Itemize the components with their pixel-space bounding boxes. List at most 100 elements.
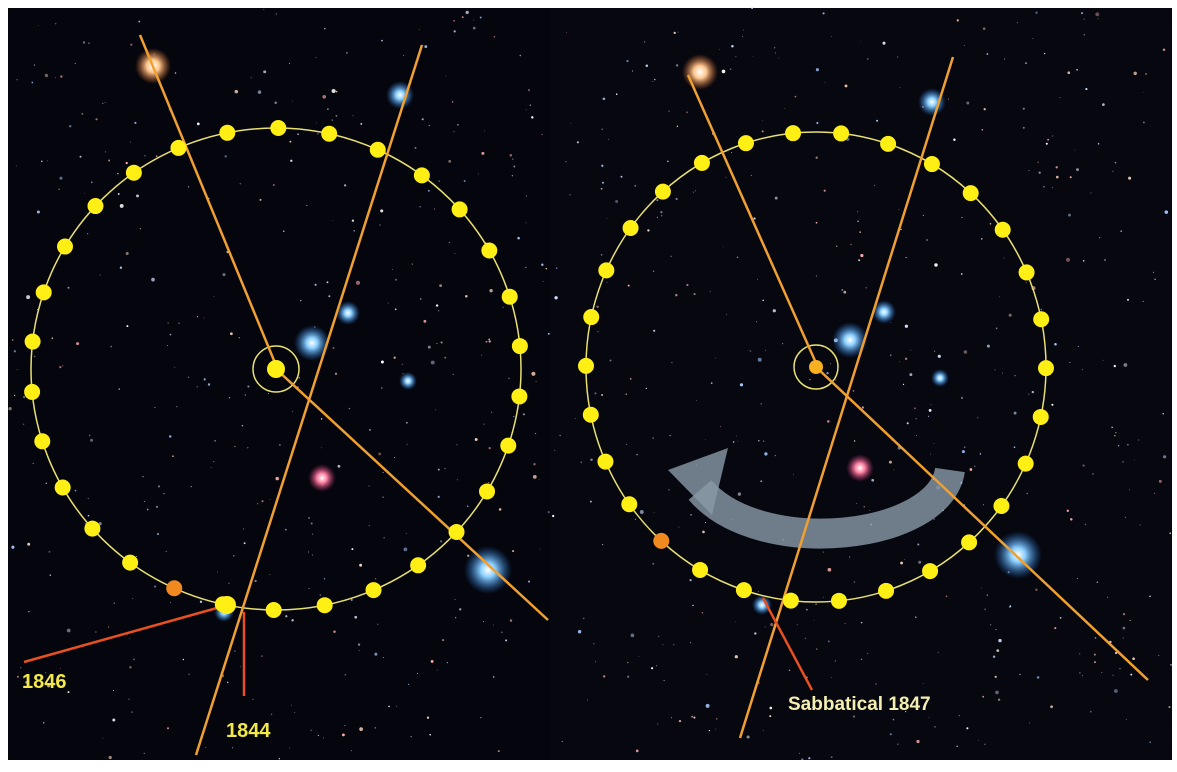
star: [946, 595, 948, 597]
star: [475, 438, 478, 441]
star: [602, 129, 603, 130]
star: [403, 55, 404, 56]
star: [1127, 444, 1128, 445]
star: [156, 506, 158, 508]
star: [457, 124, 459, 126]
star: [26, 295, 30, 299]
star: [899, 87, 900, 88]
star: [628, 285, 630, 287]
orbit-dot: [57, 239, 73, 255]
star: [130, 142, 131, 143]
star: [1082, 369, 1083, 370]
star: [214, 440, 216, 442]
star: [706, 704, 710, 708]
star: [831, 677, 832, 678]
star: [654, 79, 656, 81]
star: [1163, 49, 1166, 52]
star: [583, 618, 585, 620]
orbit-dot: [366, 582, 382, 598]
star: [359, 727, 363, 731]
star: [262, 500, 264, 502]
star: [905, 358, 907, 360]
star: [916, 740, 919, 743]
orbit-dot: [87, 198, 103, 214]
star: [481, 355, 482, 356]
orbit-dot: [736, 582, 752, 598]
star: [735, 655, 738, 658]
star: [169, 435, 171, 437]
star: [419, 206, 421, 208]
star: [126, 162, 128, 164]
star: [816, 157, 818, 159]
star: [831, 36, 832, 37]
star: [501, 632, 502, 633]
star: [332, 119, 333, 120]
star: [526, 222, 527, 223]
star: [983, 27, 986, 30]
star: [438, 310, 439, 311]
star: [676, 64, 678, 66]
star: [136, 194, 139, 197]
star: [806, 609, 807, 610]
star: [799, 753, 800, 754]
star: [900, 229, 901, 230]
star: [91, 181, 93, 183]
star: [726, 314, 727, 315]
star: [769, 715, 771, 717]
star: [494, 36, 496, 38]
orbit-dot: [993, 498, 1009, 514]
star: [154, 407, 155, 408]
star: [378, 452, 381, 455]
star: [1118, 445, 1119, 446]
star: [1130, 620, 1131, 621]
star: [427, 716, 429, 718]
star: [677, 126, 678, 127]
star: [178, 323, 179, 324]
star: [388, 303, 389, 304]
star: [929, 409, 932, 412]
star: [133, 659, 135, 661]
star: [854, 581, 856, 583]
star: [735, 56, 736, 57]
star: [434, 209, 435, 210]
star: [1090, 711, 1092, 713]
star: [88, 515, 90, 517]
star: [554, 450, 555, 451]
star: [856, 503, 857, 504]
star: [489, 289, 492, 292]
star: [454, 131, 455, 132]
orbit-dot: [122, 555, 138, 571]
star: [417, 673, 418, 674]
star: [615, 200, 618, 203]
star: [50, 574, 52, 576]
star: [652, 437, 653, 438]
orbit-dot: [922, 563, 938, 579]
star: [129, 638, 130, 639]
star: [1145, 73, 1147, 75]
star: [694, 293, 696, 295]
star: [12, 339, 14, 341]
star: [526, 109, 527, 110]
star: [205, 747, 206, 748]
star: [736, 435, 737, 436]
star: [332, 89, 336, 93]
star: [480, 717, 481, 718]
star: [1165, 210, 1169, 214]
star: [998, 698, 1000, 700]
star: [320, 594, 321, 595]
star: [984, 609, 985, 610]
star: [488, 339, 490, 341]
star: [784, 108, 785, 109]
orbit-dot: [481, 242, 497, 258]
star: [1037, 676, 1040, 679]
star: [928, 416, 929, 417]
star: [14, 395, 15, 396]
star: [1170, 664, 1172, 666]
star: [526, 195, 527, 196]
star: [1125, 517, 1126, 518]
star: [438, 469, 440, 471]
star: [315, 57, 316, 58]
star: [438, 496, 440, 498]
star: [48, 551, 50, 553]
star: [321, 418, 323, 420]
